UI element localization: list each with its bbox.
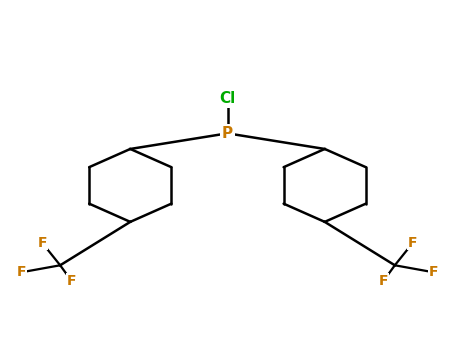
Text: F: F bbox=[408, 236, 418, 250]
Text: F: F bbox=[67, 274, 76, 288]
Text: P: P bbox=[222, 126, 233, 141]
Text: F: F bbox=[429, 265, 438, 279]
Text: Cl: Cl bbox=[219, 91, 236, 106]
Text: F: F bbox=[37, 236, 47, 250]
Text: F: F bbox=[379, 274, 388, 288]
Text: F: F bbox=[17, 265, 26, 279]
